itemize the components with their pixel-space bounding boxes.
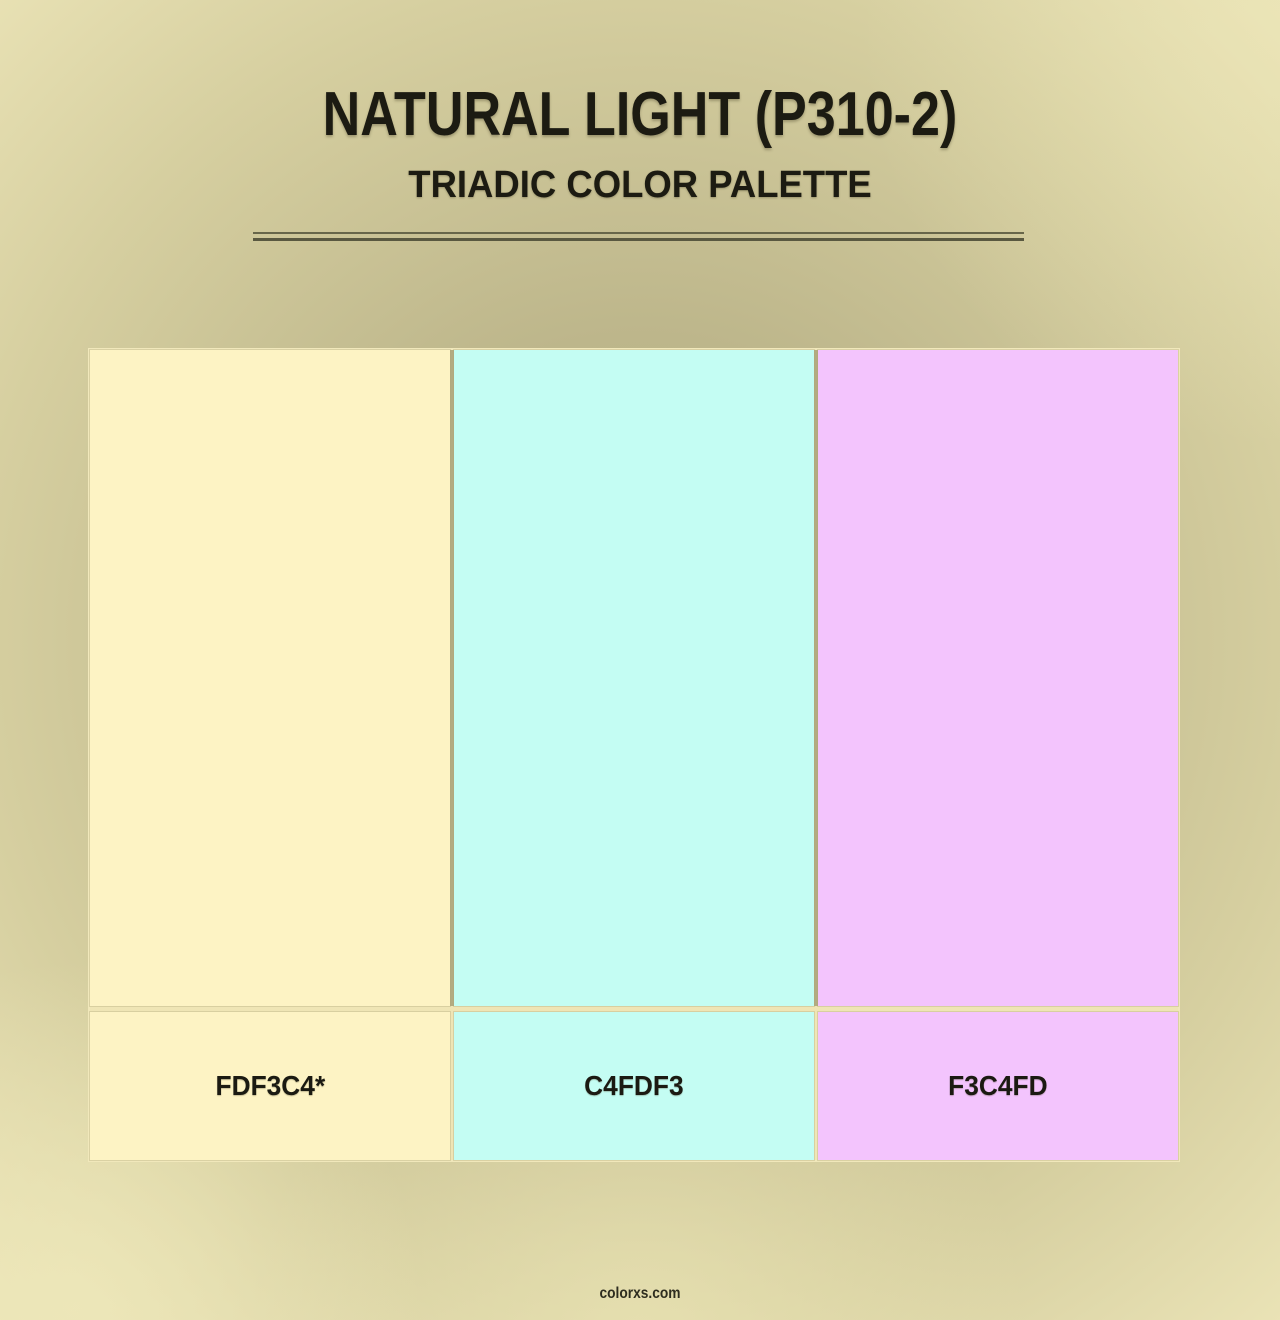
- color-swatch-2: [453, 349, 815, 1007]
- color-hex-label-2: C4FDF3: [584, 1070, 684, 1101]
- color-label-cell-1: FDF3C4*: [89, 1011, 451, 1161]
- title-divider: [253, 232, 1024, 241]
- palette-panel: FDF3C4* C4FDF3 F3C4FD: [88, 348, 1180, 1162]
- site-watermark: colorxs.com: [599, 1285, 681, 1302]
- color-hex-label-3: F3C4FD: [948, 1070, 1048, 1101]
- color-label-cell-2: C4FDF3: [453, 1011, 815, 1161]
- page-title: NATURAL LIGHT (P310-2): [322, 80, 958, 149]
- color-label-cell-3: F3C4FD: [817, 1011, 1179, 1161]
- column-gap-stripe: [450, 350, 454, 1006]
- column-gap-stripe: [814, 350, 818, 1006]
- color-hex-label-1: FDF3C4*: [215, 1070, 325, 1101]
- color-swatch-3: [817, 349, 1179, 1007]
- palette-grid: FDF3C4* C4FDF3 F3C4FD: [89, 349, 1179, 1161]
- page-subtitle: TRIADIC COLOR PALETTE: [408, 164, 872, 206]
- color-swatch-1: [89, 349, 451, 1007]
